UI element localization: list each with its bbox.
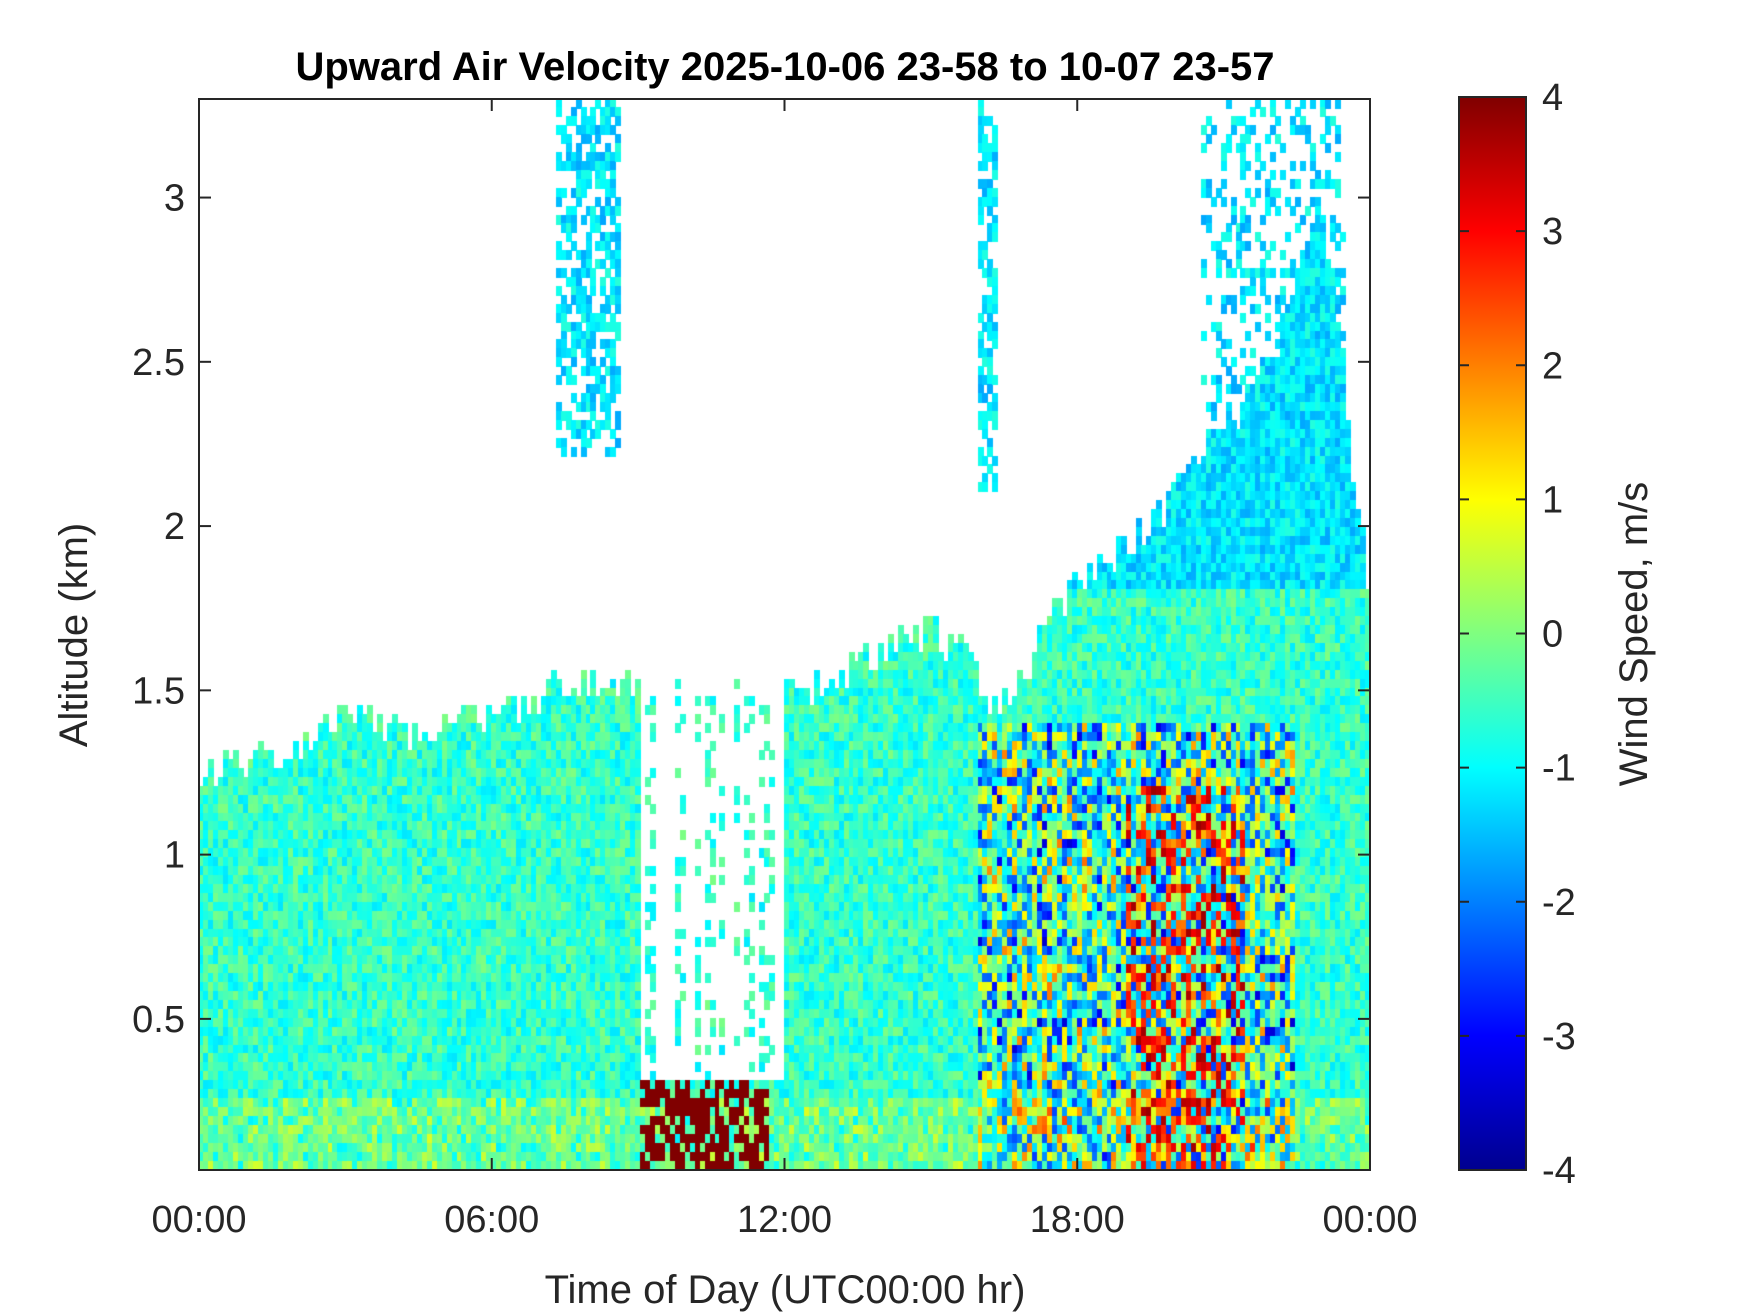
x-tick-label: 12:00 xyxy=(737,1199,832,1241)
colorbar-tick-label: -2 xyxy=(1542,882,1576,924)
y-axis-ticks: 0.5 1 1.5 2 2.5 3 xyxy=(132,178,1370,1041)
y-tick-label: 3 xyxy=(164,178,185,220)
y-tick-label: 2.5 xyxy=(132,342,185,384)
colorbar-tick-label: 2 xyxy=(1542,345,1563,387)
y-tick-label: 1.5 xyxy=(132,670,185,712)
colorbar-tick-label: 1 xyxy=(1542,479,1563,521)
colorbar-ticks: -4 -3 -2 -1 0 1 2 3 4 xyxy=(1459,77,1576,1192)
y-tick-label: 2 xyxy=(164,506,185,548)
velocity-heatmap xyxy=(199,99,1370,1170)
y-tick-label: 1 xyxy=(164,835,185,877)
colorbar-tick-label: 4 xyxy=(1542,77,1563,119)
colorbar-tick-label: -1 xyxy=(1542,748,1576,790)
colorbar-tick-label: 0 xyxy=(1542,614,1563,656)
colorbar-tick-label: -3 xyxy=(1542,1016,1576,1058)
heatmap-cells xyxy=(199,99,1370,1170)
colorbar-tick-label: -4 xyxy=(1542,1150,1576,1192)
x-tick-label: 18:00 xyxy=(1030,1199,1125,1241)
colorbar-tick-label: 3 xyxy=(1542,211,1563,253)
colorbar xyxy=(1458,96,1527,1171)
y-tick-label: 0.5 xyxy=(132,999,185,1041)
x-tick-label: 06:00 xyxy=(444,1199,539,1241)
colorbar-label: Wind Speed, m/s xyxy=(1612,482,1656,787)
x-tick-label: 00:00 xyxy=(151,1199,246,1241)
x-axis-ticks: 00:00 06:00 12:00 18:00 00:00 xyxy=(151,99,1418,1241)
x-axis-label: Time of Day (UTC00:00 hr) xyxy=(545,1268,1026,1312)
y-axis-label: Altitude (km) xyxy=(52,523,96,748)
x-tick-label: 00:00 xyxy=(1322,1199,1417,1241)
chart-title: Upward Air Velocity 2025-10-06 23-58 to … xyxy=(295,45,1274,89)
